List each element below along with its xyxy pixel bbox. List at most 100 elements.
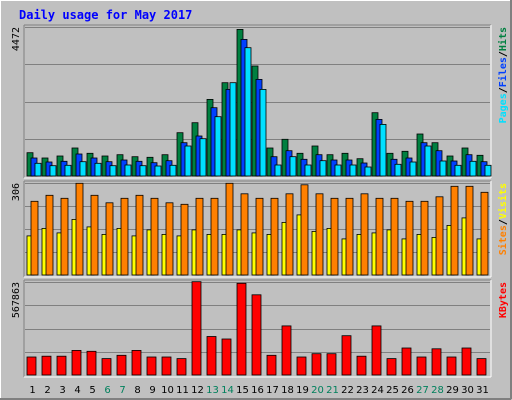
y-axis-max-label: 4472	[11, 27, 22, 51]
bar-kbytes-day-17	[266, 354, 277, 376]
panel-legend: Pages/Files/Hits	[497, 27, 509, 123]
bar-pages-day-5	[94, 162, 102, 177]
bar-sites-day-11	[180, 203, 189, 276]
bar-kbytes-day-18	[281, 325, 292, 376]
bar-sites-day-20	[315, 193, 324, 276]
x-tick-label-day-2: 2	[44, 385, 50, 396]
bar-pages-day-26	[409, 161, 417, 177]
bar-pages-day-13	[214, 116, 222, 177]
chart-panels: 4472Pages/Files/Hits306Sites/Visits56786…	[11, 24, 509, 378]
bar-pages-day-19	[304, 164, 312, 177]
bar-pages-day-11	[184, 145, 192, 177]
bar-pages-day-1	[34, 162, 42, 177]
bar-kbytes-day-3	[56, 355, 67, 376]
bar-kbytes-day-4	[71, 349, 82, 376]
legend-entry-visits: Visits	[497, 183, 509, 219]
x-axis-tick-labels: 1 2 3 4 5 6 7 8 9 10 11 12 13 14 15 16 17 18 19 20 21 22 23 24 2…	[29, 385, 489, 396]
panel-legend: Sites/Visits	[497, 183, 509, 255]
bar-pages-day-24	[379, 124, 387, 177]
bar-kbytes-day-8	[131, 349, 142, 376]
bar-kbytes-day-11	[176, 358, 187, 376]
x-tick-label-day-7: 7	[119, 385, 125, 396]
y-axis-max-label: 567863	[11, 282, 22, 318]
bar-sites-day-9	[150, 197, 159, 276]
bar-sites-day-22	[345, 197, 354, 276]
bar-sites-day-29	[450, 185, 459, 276]
bar-pages-day-7	[124, 164, 132, 177]
bar-kbytes-day-29	[446, 356, 457, 376]
bar-pages-day-12	[199, 138, 207, 177]
bar-pages-day-10	[169, 164, 177, 177]
bar-pages-day-27	[424, 145, 432, 177]
bar-pages-day-9	[154, 165, 162, 177]
x-tick-label-day-6: 6	[104, 385, 110, 396]
bar-kbytes-day-26	[401, 347, 412, 376]
bar-sites-day-14	[225, 182, 234, 276]
bar-pages-day-2	[49, 165, 57, 177]
bar-kbytes-day-5	[86, 350, 97, 376]
x-tick-label-day-31: 31	[476, 385, 489, 396]
series-hits	[26, 28, 484, 177]
x-tick-label-day-26: 26	[401, 385, 414, 396]
bar-kbytes-day-16	[251, 294, 262, 376]
x-tick-label-day-14: 14	[221, 385, 234, 396]
bar-pages-day-17	[274, 164, 282, 177]
x-tick-label-day-15: 15	[236, 385, 249, 396]
bar-sites-day-21	[330, 197, 339, 276]
bar-pages-day-15	[244, 47, 252, 177]
bar-pages-day-23	[364, 166, 372, 177]
bar-pages-day-18	[289, 156, 297, 177]
x-tick-label-day-18: 18	[281, 385, 294, 396]
bar-kbytes-day-7	[116, 354, 127, 376]
series-pages	[34, 47, 492, 177]
x-tick-label-day-10: 10	[161, 385, 174, 396]
bar-sites-day-12	[195, 197, 204, 276]
bar-sites-day-5	[90, 194, 99, 276]
bar-kbytes-day-15	[236, 282, 247, 376]
bar-pages-day-25	[394, 163, 402, 177]
x-tick-label-day-4: 4	[74, 385, 80, 396]
x-tick-label-day-29: 29	[446, 385, 459, 396]
bar-sites-day-18	[285, 193, 294, 276]
bar-sites-day-19	[300, 184, 309, 276]
bar-sites-day-27	[420, 200, 429, 276]
series-sites	[30, 182, 489, 276]
bar-pages-day-20	[319, 160, 327, 177]
bar-sites-day-13	[210, 197, 219, 276]
bar-sites-day-1	[30, 200, 39, 276]
x-tick-label-day-8: 8	[134, 385, 140, 396]
bar-kbytes-day-22	[341, 335, 352, 376]
x-tick-label-day-16: 16	[251, 385, 264, 396]
x-tick-label-day-5: 5	[89, 385, 95, 396]
panel-kbytes: 567863 KBytes	[11, 279, 509, 378]
legend-separator: /	[498, 219, 509, 225]
bar-kbytes-day-27	[416, 356, 427, 376]
bar-sites-day-25	[390, 197, 399, 276]
bar-pages-day-21	[334, 164, 342, 177]
bar-kbytes-day-14	[221, 338, 232, 376]
series-kbytes	[26, 281, 487, 376]
series-files	[30, 39, 488, 177]
legend-entry-files: Files	[497, 57, 509, 87]
bar-pages-day-31	[484, 164, 492, 177]
x-tick-label-day-17: 17	[266, 385, 279, 396]
legend-entry-pages: Pages	[498, 93, 509, 123]
x-tick-label-day-27: 27	[416, 385, 429, 396]
bar-sites-day-17	[270, 197, 279, 276]
x-tick-label-day-30: 30	[461, 385, 474, 396]
bar-kbytes-day-30	[461, 347, 472, 376]
bar-sites-day-23	[360, 193, 369, 276]
bar-pages-day-16	[259, 89, 267, 177]
bar-kbytes-day-19	[296, 356, 307, 376]
x-tick-label-day-22: 22	[341, 385, 354, 396]
bar-kbytes-day-1	[26, 356, 37, 376]
bar-sites-day-26	[405, 200, 414, 276]
x-tick-label-day-13: 13	[206, 385, 219, 396]
x-tick-label-day-23: 23	[356, 385, 369, 396]
bar-sites-day-4	[75, 182, 84, 276]
bar-kbytes-day-20	[311, 353, 322, 376]
bar-kbytes-day-9	[146, 356, 157, 376]
bar-pages-day-30	[469, 160, 477, 177]
x-tick-label-day-12: 12	[191, 385, 204, 396]
